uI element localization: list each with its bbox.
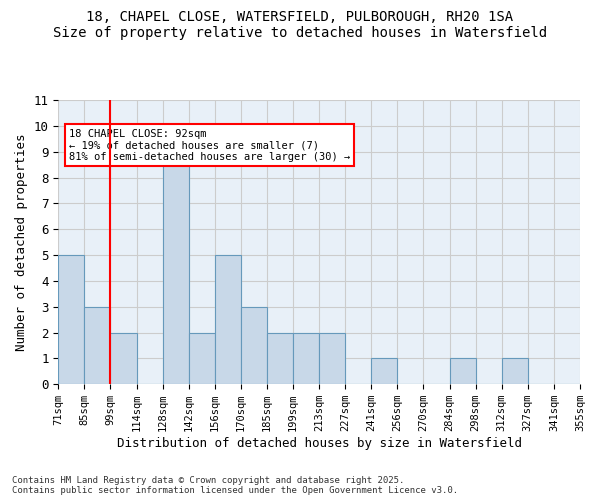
Bar — [267, 332, 293, 384]
Bar — [110, 332, 137, 384]
Y-axis label: Number of detached properties: Number of detached properties — [15, 134, 28, 351]
Text: Contains HM Land Registry data © Crown copyright and database right 2025.
Contai: Contains HM Land Registry data © Crown c… — [12, 476, 458, 495]
Bar — [371, 358, 397, 384]
Bar — [58, 255, 85, 384]
Bar — [241, 307, 267, 384]
Bar — [189, 332, 215, 384]
Bar — [502, 358, 528, 384]
Text: 18 CHAPEL CLOSE: 92sqm
← 19% of detached houses are smaller (7)
81% of semi-deta: 18 CHAPEL CLOSE: 92sqm ← 19% of detached… — [69, 128, 350, 162]
Bar — [215, 255, 241, 384]
Bar — [293, 332, 319, 384]
Bar — [163, 152, 189, 384]
Bar — [319, 332, 345, 384]
Text: 18, CHAPEL CLOSE, WATERSFIELD, PULBOROUGH, RH20 1SA
Size of property relative to: 18, CHAPEL CLOSE, WATERSFIELD, PULBOROUG… — [53, 10, 547, 40]
Bar — [85, 307, 110, 384]
X-axis label: Distribution of detached houses by size in Watersfield: Distribution of detached houses by size … — [116, 437, 521, 450]
Bar — [449, 358, 476, 384]
